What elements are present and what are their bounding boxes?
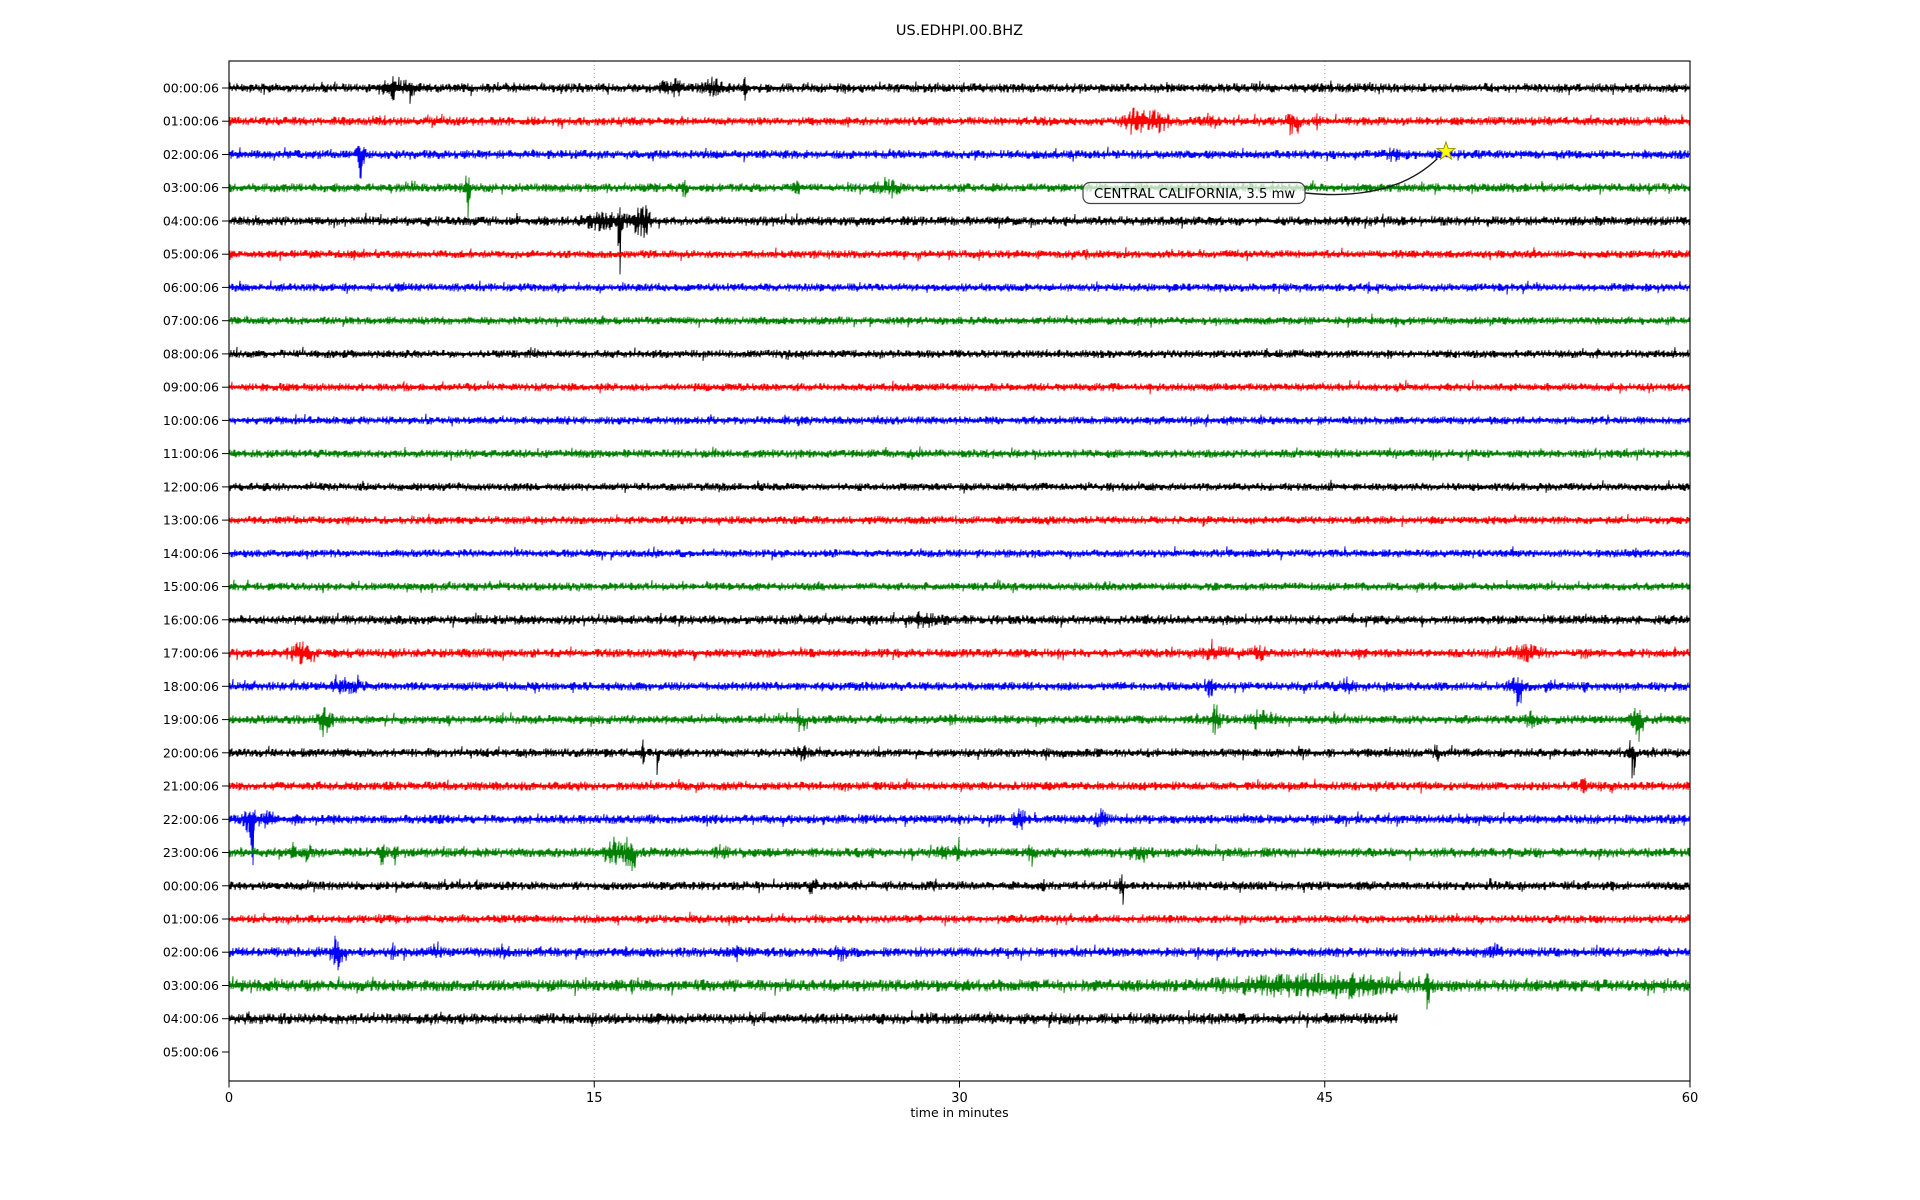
- x-tick-label-60: 60: [1682, 1091, 1699, 1106]
- grid-layer: [593, 61, 1326, 1081]
- trace-row-14-14:00:06: [228, 546, 1691, 561]
- trace-row-6-06:00:06: [228, 280, 1691, 295]
- row-time-label: 23:00:06: [163, 845, 219, 860]
- trace-row-4-04:00:06: [228, 205, 1691, 275]
- trace-row-17-17:00:06: [228, 638, 1691, 665]
- row-time-label: 05:00:06: [163, 247, 219, 262]
- row-time-label: 13:00:06: [163, 513, 219, 528]
- row-time-label: 04:00:06: [163, 1011, 219, 1026]
- trace-row-28-04:00:06: [228, 1010, 1398, 1028]
- row-time-label: 08:00:06: [163, 346, 219, 361]
- trace-row-22-22:00:06: [228, 808, 1691, 866]
- plot-frame: [228, 60, 1691, 1082]
- row-time-label: 01:00:06: [163, 912, 219, 927]
- row-time-label: 02:00:06: [163, 147, 219, 162]
- trace-row-5-05:00:06: [228, 247, 1691, 262]
- x-axis-label: time in minutes: [910, 1105, 1008, 1120]
- row-time-label: 03:00:06: [163, 180, 219, 195]
- trace-row-26-02:00:06: [228, 935, 1691, 971]
- trace-row-24-00:00:06: [228, 874, 1691, 905]
- trace-row-1-01:00:06: [228, 107, 1691, 136]
- trace-row-3-03:00:06: [228, 175, 1691, 218]
- x-tick-label-45: 45: [1316, 1091, 1333, 1106]
- trace-row-15-15:00:06: [228, 579, 1691, 594]
- trace-row-23-23:00:06: [228, 836, 1691, 872]
- row-time-label: 06:00:06: [163, 280, 219, 295]
- row-time-label: 16:00:06: [163, 612, 219, 627]
- row-time-label: 01:00:06: [163, 114, 219, 129]
- row-time-label: 22:00:06: [163, 812, 219, 827]
- row-time-label: 19:00:06: [163, 712, 219, 727]
- trace-layer: [228, 76, 1691, 1028]
- row-time-label: 11:00:06: [163, 446, 219, 461]
- row-time-label: 15:00:06: [163, 579, 219, 594]
- trace-row-20-20:00:06: [228, 739, 1691, 779]
- row-time-label: 07:00:06: [163, 313, 219, 328]
- row-time-label: 09:00:06: [163, 380, 219, 395]
- x-tick-label-15: 15: [586, 1091, 603, 1106]
- row-time-label: 05:00:06: [163, 1045, 219, 1060]
- row-time-label: 10:00:06: [163, 413, 219, 428]
- event-star-icon: [1435, 140, 1457, 161]
- trace-row-0-00:00:06: [228, 76, 1691, 104]
- trace-row-10-10:00:06: [228, 413, 1691, 428]
- row-time-label: 12:00:06: [163, 479, 219, 494]
- row-time-label: 18:00:06: [163, 679, 219, 694]
- row-time-label: 17:00:06: [163, 646, 219, 661]
- row-time-label: 21:00:06: [163, 779, 219, 794]
- trace-row-25-01:00:06: [228, 911, 1691, 927]
- trace-row-7-07:00:06: [228, 313, 1691, 328]
- trace-row-12-12:00:06: [228, 479, 1691, 494]
- row-time-label: 14:00:06: [163, 546, 219, 561]
- annotation-text: CENTRAL CALIFORNIA, 3.5 mw: [1094, 187, 1295, 202]
- plot-title: US.EDHPI.00.BHZ: [896, 23, 1023, 39]
- trace-row-21-21:00:06: [228, 777, 1691, 794]
- trace-row-9-09:00:06: [228, 380, 1691, 395]
- trace-row-13-13:00:06: [228, 513, 1691, 528]
- row-time-label: 00:00:06: [163, 81, 219, 96]
- trace-row-8-08:00:06: [228, 346, 1691, 361]
- trace-row-19-19:00:06: [228, 704, 1691, 742]
- x-tick-label-0: 0: [225, 1091, 233, 1106]
- row-time-label: 03:00:06: [163, 978, 219, 993]
- row-time-label: 02:00:06: [163, 945, 219, 960]
- trace-row-18-18:00:06: [228, 674, 1691, 707]
- annotation-leader-line: [1304, 158, 1438, 196]
- row-time-label: 20:00:06: [163, 745, 219, 760]
- annotation-box: [1082, 181, 1306, 205]
- row-time-label: 04:00:06: [163, 214, 219, 229]
- trace-row-27-03:00:06: [228, 971, 1691, 1010]
- x-tick-label-30: 30: [951, 1091, 968, 1106]
- trace-row-16-16:00:06: [228, 611, 1691, 629]
- axis-tick-layer: 0 15 30 45 60 00:00:06 01:00:06 02:00:06 03:00:0…: [163, 81, 1698, 1107]
- row-time-label: 00:00:06: [163, 878, 219, 893]
- trace-row-11-11:00:06: [228, 446, 1691, 462]
